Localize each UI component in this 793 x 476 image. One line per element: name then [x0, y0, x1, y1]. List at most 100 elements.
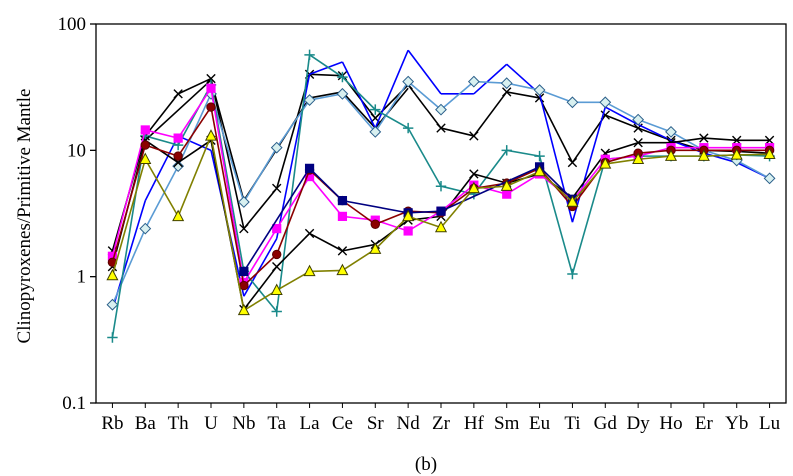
series-marker [107, 332, 118, 343]
series-line-segment [539, 170, 573, 203]
series-marker [237, 196, 250, 208]
series-line-segment [144, 139, 179, 164]
series-marker [533, 84, 546, 96]
series-10 [106, 129, 776, 316]
series-line-segment [144, 165, 179, 230]
series-line-segment [374, 215, 409, 250]
series-marker [336, 263, 349, 276]
series-marker [500, 179, 513, 191]
series-line-segment [440, 80, 475, 111]
series-line-segment [407, 215, 442, 229]
series-line-segment [111, 228, 147, 306]
series-line-segment [309, 93, 343, 101]
series-line-segment [111, 159, 147, 276]
series-line-segment [604, 106, 639, 126]
series-line-segment [177, 135, 212, 217]
series-line-segment [210, 78, 245, 229]
series-line-segment [605, 141, 639, 154]
series-marker [469, 169, 479, 179]
x-tick-label: Ho [659, 413, 682, 434]
series-marker [664, 149, 678, 161]
x-tick-label: Zr [432, 413, 451, 434]
figure-caption: (b) [415, 454, 437, 475]
series-marker [402, 122, 414, 134]
series-line-segment [473, 63, 508, 95]
series-line-segment [309, 61, 343, 76]
y-tick-label: 1 [77, 267, 87, 288]
series-marker [534, 93, 545, 103]
series-marker [303, 264, 316, 277]
series-line-segment [538, 97, 574, 163]
series-marker [172, 209, 185, 222]
series-layer [106, 49, 776, 343]
series-marker [337, 196, 348, 206]
series-line-segment [638, 149, 672, 154]
series-line-segment [341, 76, 376, 111]
series-line-segment [407, 127, 442, 187]
x-tick-label: Ti [564, 413, 580, 434]
series-line-segment [374, 81, 409, 133]
y-tick-label: 10 [67, 140, 86, 161]
series-line-segment [571, 152, 606, 199]
series-line-segment [177, 139, 212, 164]
series-marker [272, 183, 282, 194]
series-marker [140, 125, 150, 135]
series-marker [699, 133, 709, 143]
series-line-segment [341, 248, 376, 272]
x-tick-label: Er [695, 413, 714, 434]
series-line-segment [571, 114, 606, 164]
series-line-segment [341, 61, 377, 129]
series-marker [337, 71, 348, 83]
series-line-segment [243, 167, 311, 272]
series-line-segment [605, 158, 639, 165]
series-marker [206, 83, 216, 93]
x-tick-label: Ta [267, 413, 286, 434]
x-tick-label: Gd [594, 413, 618, 434]
series-line-segment [210, 106, 245, 286]
series-marker [763, 172, 776, 185]
series-line-segment [374, 49, 409, 129]
series-line-segment [309, 73, 343, 77]
series-marker [467, 181, 480, 194]
series-marker [502, 189, 512, 199]
series-line-segment [538, 93, 574, 223]
x-tick-label: Nd [397, 413, 421, 434]
series-line-segment [276, 232, 311, 268]
series-marker [239, 266, 249, 277]
series-line-segment [374, 108, 409, 129]
series-line-segment [440, 187, 475, 229]
series-marker [337, 211, 348, 221]
series-marker [436, 206, 446, 216]
series-marker [272, 224, 282, 234]
series-line-segment [177, 77, 212, 95]
series-line-segment [506, 167, 540, 184]
y-axis-label: Clinopyroxenes/Primitive Mantle [14, 89, 35, 344]
series-marker [206, 102, 216, 112]
series-line-segment [473, 185, 507, 190]
series-marker [206, 73, 216, 84]
series-line-segment [243, 289, 278, 312]
series-marker [599, 96, 612, 109]
series-line-segment [243, 187, 278, 230]
series-marker [567, 268, 578, 280]
series-line-segment [342, 215, 376, 221]
series-marker [403, 226, 413, 236]
series-line-segment [145, 135, 179, 146]
series-9 [239, 162, 578, 277]
series-line-segment [407, 80, 442, 111]
series-line-segment [309, 269, 343, 273]
series-marker [567, 157, 578, 168]
x-tick-label: Ba [135, 413, 157, 434]
x-tick-label: Sr [367, 413, 385, 434]
series-line-segment [571, 159, 607, 275]
series-marker [173, 133, 183, 143]
series-marker [665, 125, 677, 138]
series-line-segment [309, 91, 343, 99]
series-line-segment [440, 127, 475, 137]
series-line-segment [210, 135, 245, 311]
series-marker [402, 209, 415, 222]
series-line-segment [309, 232, 343, 252]
x-tick-label: Lu [759, 413, 781, 434]
series-marker [237, 303, 250, 316]
